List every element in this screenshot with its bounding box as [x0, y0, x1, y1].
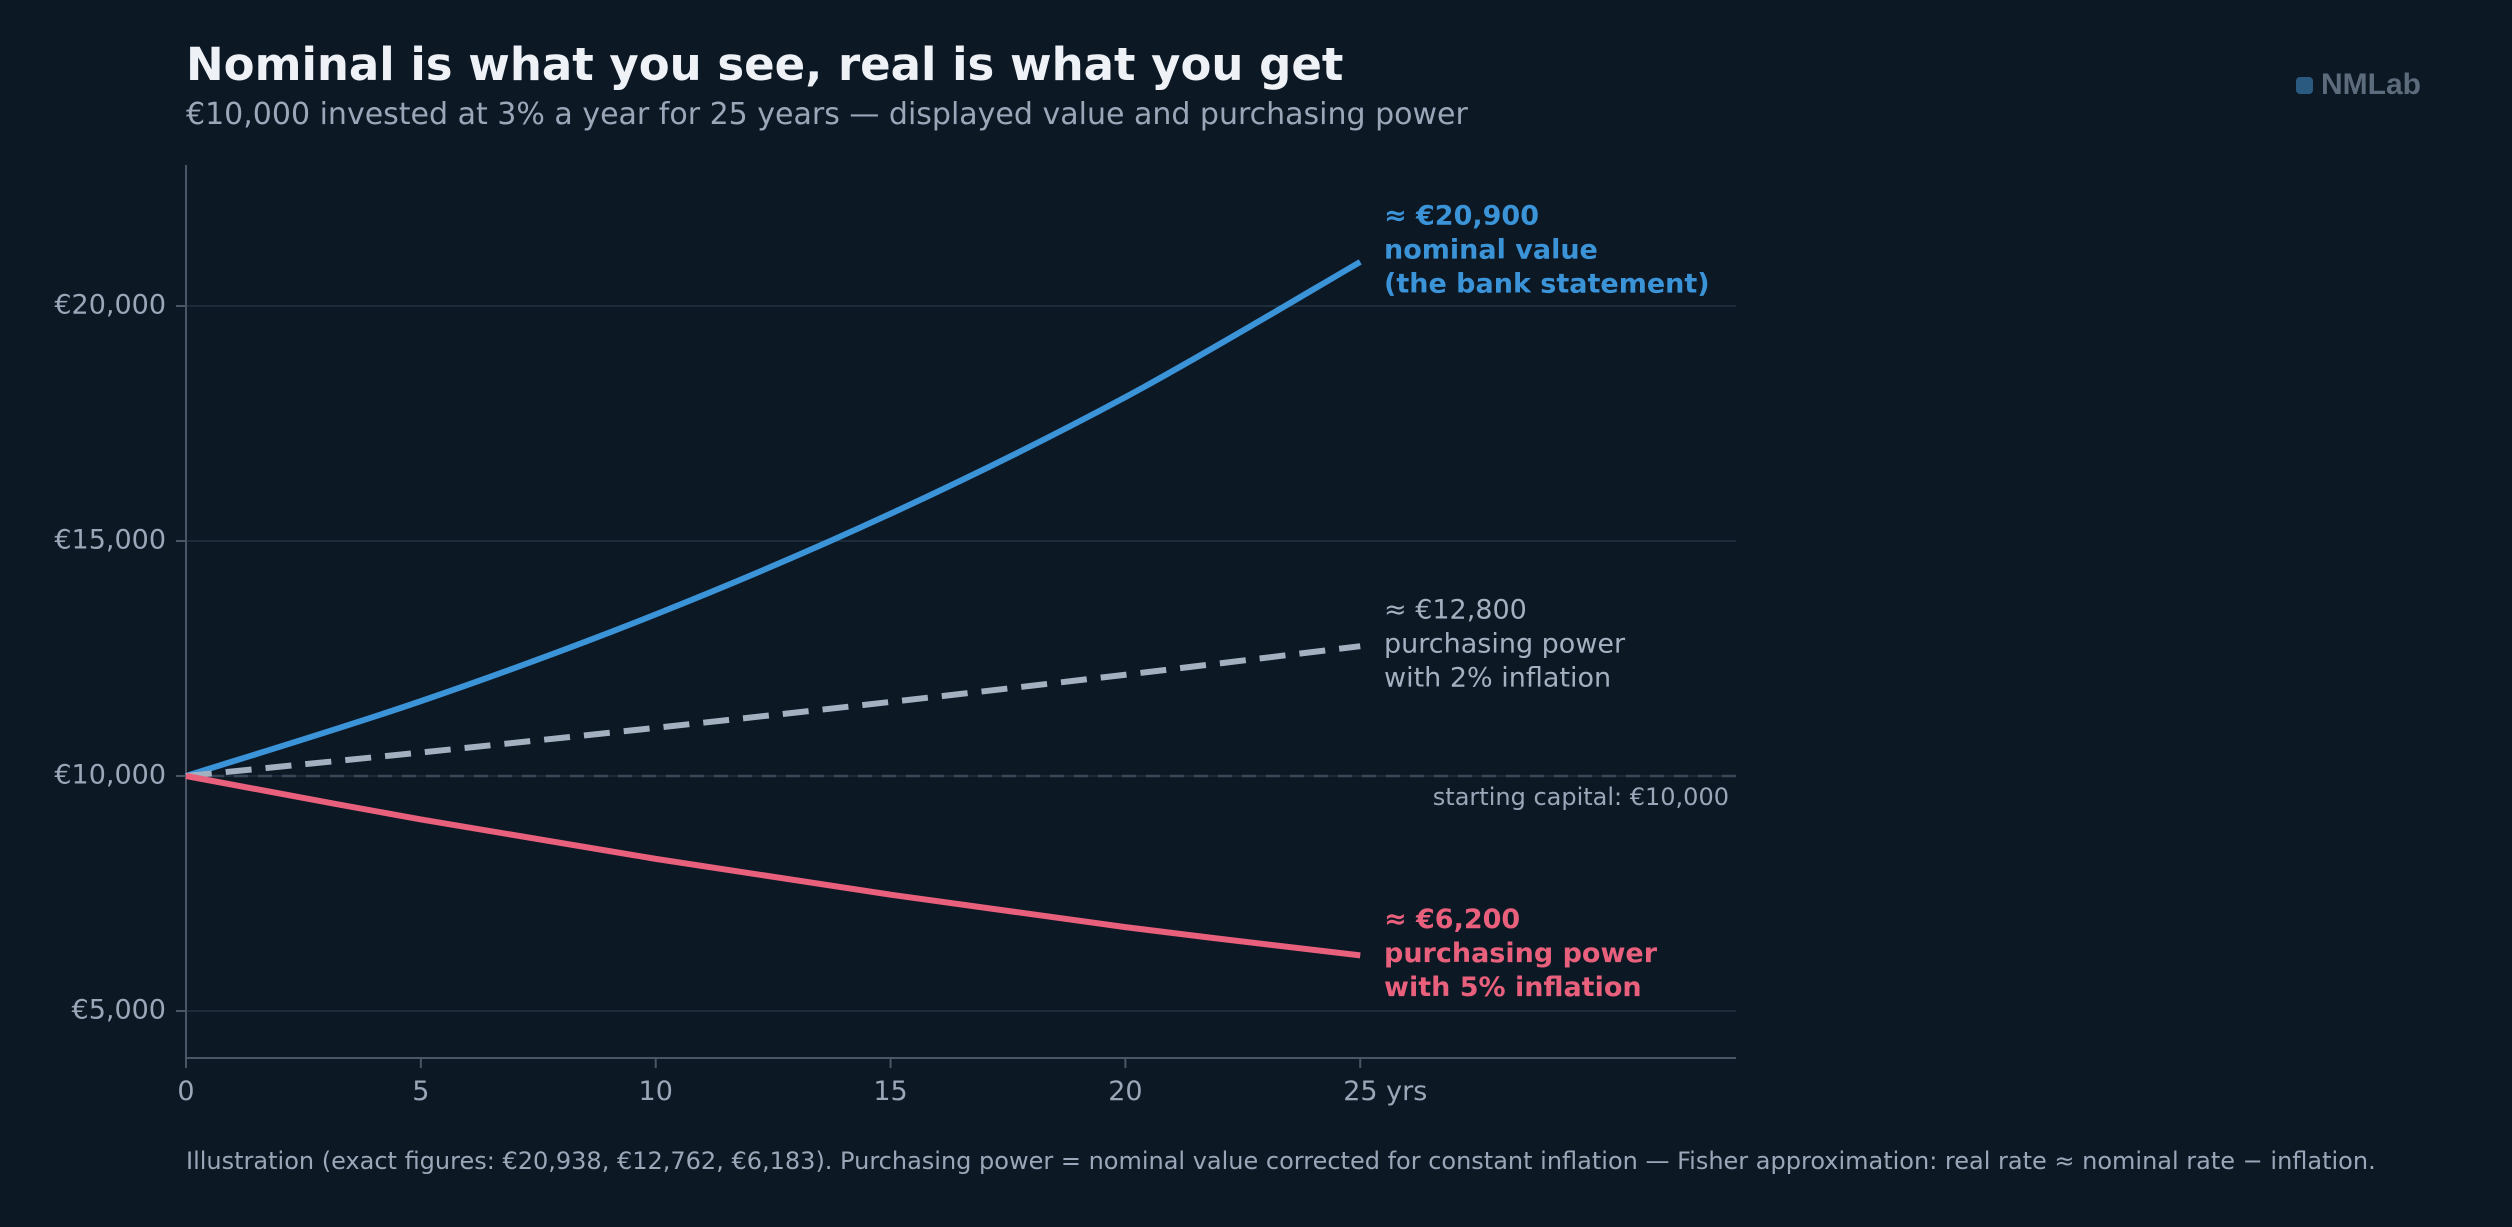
series-line-nominal: [185, 259, 1362, 779]
chart-footnote: Illustration (exact figures: €20,938, €1…: [186, 1147, 2376, 1175]
series-label-nominal: (the bank statement): [1384, 268, 1710, 299]
chart-subtitle: €10,000 invested at 3% a year for 25 yea…: [186, 97, 1468, 132]
brand-logo: NMLab: [2296, 68, 2421, 102]
series-label-inflation_2: purchasing power: [1384, 629, 1626, 660]
y-tick-label: €20,000: [54, 290, 166, 321]
y-tick-label: €10,000: [54, 760, 166, 791]
x-tick-label: 20: [1108, 1076, 1142, 1107]
brand-square-icon: [2296, 76, 2313, 94]
series-line-inflation_5: [185, 773, 1361, 959]
series-label-nominal: ≈ €20,900: [1384, 200, 1539, 231]
x-tick-label: 5: [412, 1076, 429, 1107]
x-tick-label: 0: [177, 1076, 194, 1107]
chart-title: Nominal is what you see, real is what yo…: [186, 38, 1344, 91]
series-label-inflation_2: ≈ €12,800: [1384, 595, 1527, 626]
series-label-inflation_5: with 5% inflation: [1384, 972, 1642, 1003]
series-label-inflation_5: ≈ €6,200: [1384, 904, 1520, 935]
series-label-inflation_2: with 2% inflation: [1384, 663, 1611, 694]
series-line-inflation_2: [185, 643, 1361, 779]
brand-name: NMLab: [2321, 68, 2421, 101]
y-tick-label: €5,000: [72, 995, 166, 1026]
series-label-nominal: nominal value: [1384, 234, 1598, 265]
reference-line-label: starting capital: €10,000: [1433, 783, 1729, 811]
series-label-inflation_5: purchasing power: [1384, 938, 1658, 969]
x-tick-label: 10: [639, 1076, 673, 1107]
y-tick-label: €15,000: [54, 525, 166, 556]
x-tick-label: 25 yrs: [1343, 1076, 1427, 1107]
line-chart: starting capital: €10,000 €5,000 €10,000 €1…: [54, 165, 1736, 1107]
x-tick-label: 15: [873, 1076, 907, 1107]
